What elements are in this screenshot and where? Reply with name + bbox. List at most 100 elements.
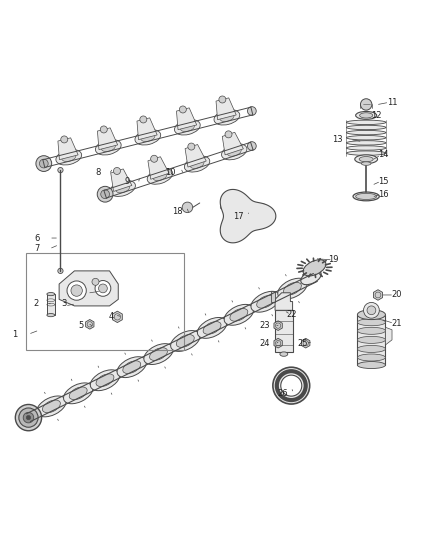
Ellipse shape: [360, 113, 373, 118]
Ellipse shape: [359, 157, 373, 162]
Ellipse shape: [346, 146, 386, 150]
Polygon shape: [301, 338, 310, 348]
Circle shape: [281, 375, 302, 396]
Text: 3: 3: [61, 299, 66, 308]
Ellipse shape: [190, 160, 204, 168]
Circle shape: [15, 405, 42, 431]
Ellipse shape: [280, 352, 288, 356]
Ellipse shape: [141, 133, 155, 142]
Circle shape: [61, 136, 68, 143]
Circle shape: [95, 280, 111, 296]
Ellipse shape: [64, 383, 93, 403]
Ellipse shape: [357, 310, 385, 320]
Ellipse shape: [177, 335, 194, 348]
Circle shape: [247, 107, 256, 115]
Text: 7: 7: [35, 245, 40, 254]
Text: 4: 4: [109, 312, 114, 321]
Circle shape: [179, 106, 186, 113]
Ellipse shape: [278, 278, 307, 299]
Text: 1: 1: [12, 330, 17, 339]
Ellipse shape: [171, 330, 200, 351]
Ellipse shape: [353, 192, 379, 201]
Ellipse shape: [224, 304, 254, 325]
Text: 26: 26: [277, 389, 288, 398]
Ellipse shape: [147, 168, 173, 184]
Ellipse shape: [90, 370, 120, 391]
Text: 18: 18: [172, 207, 183, 216]
Polygon shape: [111, 169, 132, 191]
Polygon shape: [274, 338, 283, 348]
Circle shape: [39, 159, 48, 168]
Ellipse shape: [203, 321, 221, 334]
Text: 11: 11: [387, 98, 397, 107]
Ellipse shape: [357, 319, 385, 326]
Ellipse shape: [355, 155, 378, 164]
Polygon shape: [85, 319, 94, 329]
Polygon shape: [220, 189, 276, 243]
Ellipse shape: [283, 282, 301, 295]
Circle shape: [273, 367, 310, 404]
Polygon shape: [137, 118, 157, 140]
Text: 12: 12: [371, 111, 382, 120]
Circle shape: [58, 167, 63, 173]
Ellipse shape: [222, 144, 247, 160]
Ellipse shape: [116, 184, 130, 193]
Ellipse shape: [357, 354, 385, 361]
Ellipse shape: [95, 140, 121, 155]
Ellipse shape: [174, 119, 200, 135]
Text: 19: 19: [328, 255, 338, 264]
Circle shape: [71, 285, 82, 296]
Text: 24: 24: [260, 338, 270, 348]
Circle shape: [36, 156, 52, 172]
Ellipse shape: [357, 361, 385, 368]
Ellipse shape: [56, 150, 81, 165]
Polygon shape: [185, 144, 206, 167]
Circle shape: [225, 131, 232, 138]
Ellipse shape: [135, 130, 161, 145]
Polygon shape: [177, 108, 197, 130]
Text: 14: 14: [378, 150, 389, 159]
Circle shape: [260, 204, 266, 210]
Ellipse shape: [346, 120, 386, 125]
Ellipse shape: [356, 111, 377, 119]
Circle shape: [92, 278, 99, 285]
Ellipse shape: [62, 153, 76, 161]
Circle shape: [219, 96, 226, 103]
Ellipse shape: [198, 318, 227, 338]
Text: 25: 25: [297, 338, 307, 348]
Ellipse shape: [117, 357, 146, 377]
Polygon shape: [385, 327, 392, 345]
Text: 22: 22: [286, 310, 297, 319]
Ellipse shape: [346, 131, 386, 135]
Circle shape: [240, 232, 246, 238]
Ellipse shape: [180, 123, 194, 132]
Circle shape: [247, 142, 256, 150]
Circle shape: [220, 204, 226, 210]
Ellipse shape: [357, 345, 385, 352]
Polygon shape: [275, 293, 293, 310]
Ellipse shape: [47, 293, 55, 296]
Text: 21: 21: [391, 319, 402, 328]
Text: 15: 15: [378, 176, 389, 185]
Ellipse shape: [257, 295, 275, 308]
Ellipse shape: [96, 374, 114, 386]
Circle shape: [367, 306, 376, 314]
Circle shape: [228, 201, 258, 231]
Ellipse shape: [301, 270, 321, 285]
Text: 9: 9: [124, 176, 130, 185]
Text: 2: 2: [33, 299, 39, 308]
Ellipse shape: [346, 125, 386, 130]
Ellipse shape: [69, 387, 87, 400]
Circle shape: [100, 126, 107, 133]
Text: 8: 8: [96, 168, 101, 177]
Circle shape: [182, 202, 193, 213]
Text: 20: 20: [391, 290, 402, 300]
Circle shape: [19, 408, 38, 427]
Polygon shape: [148, 157, 169, 179]
Ellipse shape: [123, 361, 141, 374]
Text: 17: 17: [233, 212, 244, 221]
Circle shape: [113, 167, 120, 174]
Polygon shape: [271, 292, 275, 302]
Ellipse shape: [356, 193, 377, 199]
Text: 16: 16: [378, 190, 389, 199]
